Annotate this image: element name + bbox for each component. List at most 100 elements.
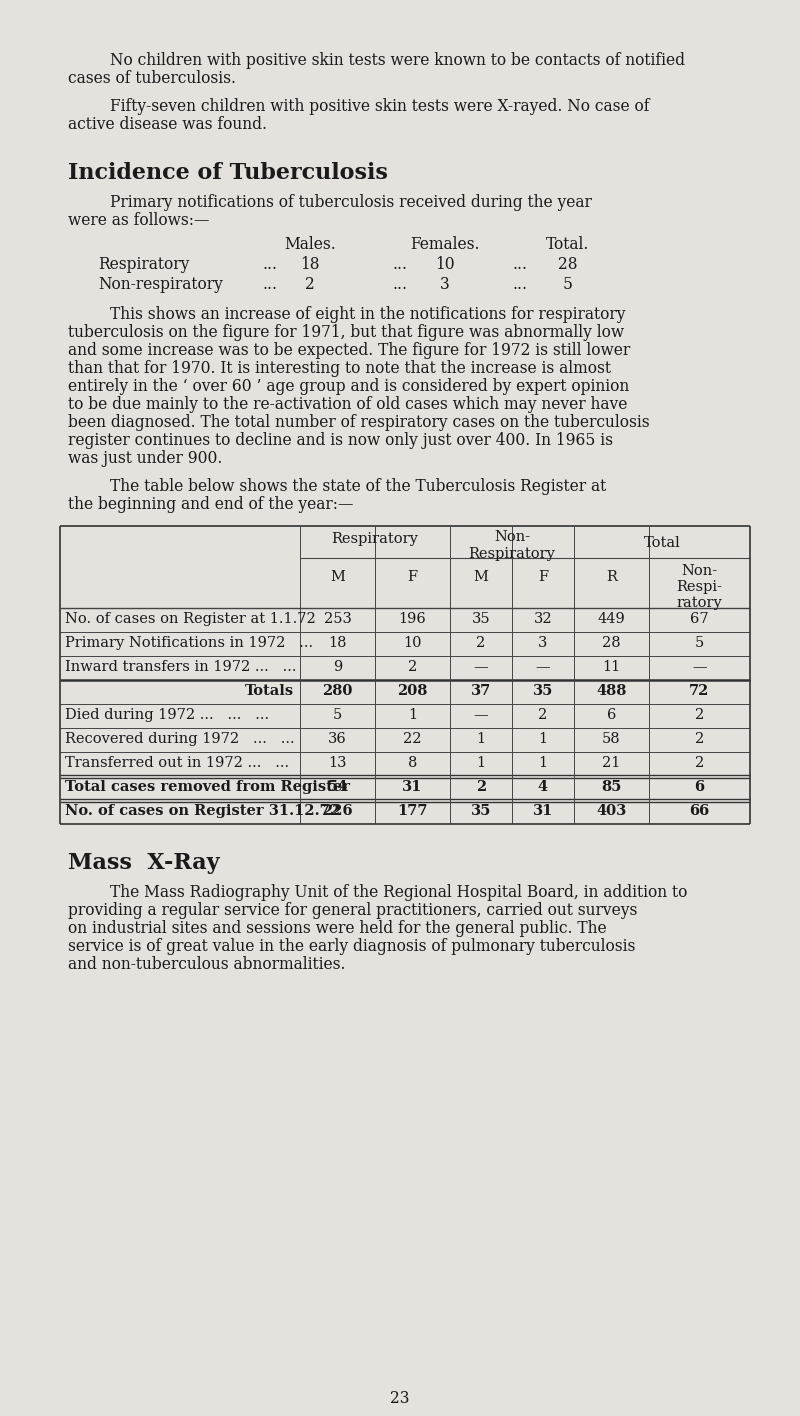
Text: 2: 2 bbox=[476, 780, 486, 794]
Text: ...: ... bbox=[513, 256, 527, 273]
Text: Respiratory: Respiratory bbox=[331, 532, 418, 547]
Text: 35: 35 bbox=[471, 804, 491, 818]
Text: Totals: Totals bbox=[245, 684, 294, 698]
Text: Females.: Females. bbox=[410, 236, 480, 253]
Text: Recovered during 1972   ...   ...: Recovered during 1972 ... ... bbox=[65, 732, 294, 746]
Text: 54: 54 bbox=[327, 780, 348, 794]
Text: Total: Total bbox=[644, 537, 680, 549]
Text: Non-
Respiratory: Non- Respiratory bbox=[469, 530, 555, 561]
Text: M: M bbox=[330, 571, 345, 583]
Text: 28: 28 bbox=[602, 636, 621, 650]
Text: 1: 1 bbox=[477, 756, 486, 770]
Text: Primary notifications of tuberculosis received during the year: Primary notifications of tuberculosis re… bbox=[110, 194, 592, 211]
Text: 5: 5 bbox=[333, 708, 342, 722]
Text: 488: 488 bbox=[596, 684, 626, 698]
Text: Primary Notifications in 1972   ...: Primary Notifications in 1972 ... bbox=[65, 636, 313, 650]
Text: 10: 10 bbox=[435, 256, 455, 273]
Text: 85: 85 bbox=[602, 780, 622, 794]
Text: 4: 4 bbox=[538, 780, 548, 794]
Text: 11: 11 bbox=[602, 660, 621, 674]
Text: 18: 18 bbox=[328, 636, 346, 650]
Text: 1: 1 bbox=[408, 708, 417, 722]
Text: and some increase was to be expected. The figure for 1972 is still lower: and some increase was to be expected. Th… bbox=[68, 343, 630, 360]
Text: 28: 28 bbox=[558, 256, 578, 273]
Text: 58: 58 bbox=[602, 732, 621, 746]
Text: 35: 35 bbox=[533, 684, 553, 698]
Text: 13: 13 bbox=[328, 756, 346, 770]
Text: F: F bbox=[407, 571, 418, 583]
Text: 23: 23 bbox=[390, 1391, 410, 1408]
Text: 9: 9 bbox=[333, 660, 342, 674]
Text: 8: 8 bbox=[408, 756, 417, 770]
Text: ...: ... bbox=[393, 256, 407, 273]
Text: were as follows:—: were as follows:— bbox=[68, 212, 210, 229]
Text: 5: 5 bbox=[563, 276, 573, 293]
Text: ...: ... bbox=[262, 276, 278, 293]
Text: 31: 31 bbox=[402, 780, 422, 794]
Text: 1: 1 bbox=[538, 732, 547, 746]
Text: 196: 196 bbox=[398, 612, 426, 626]
Text: was just under 900.: was just under 900. bbox=[68, 450, 222, 467]
Text: M: M bbox=[474, 571, 489, 583]
Text: —: — bbox=[536, 660, 550, 674]
Text: 10: 10 bbox=[403, 636, 422, 650]
Text: 6: 6 bbox=[607, 708, 616, 722]
Text: providing a regular service for general practitioners, carried out surveys: providing a regular service for general … bbox=[68, 902, 638, 919]
Text: 2: 2 bbox=[538, 708, 548, 722]
Text: 226: 226 bbox=[322, 804, 353, 818]
Text: 18: 18 bbox=[300, 256, 320, 273]
Text: 2: 2 bbox=[695, 756, 704, 770]
Text: F: F bbox=[538, 571, 548, 583]
Text: Transferred out in 1972 ...   ...: Transferred out in 1972 ... ... bbox=[65, 756, 289, 770]
Text: The Mass Radiography Unit of the Regional Hospital Board, in addition to: The Mass Radiography Unit of the Regiona… bbox=[110, 884, 687, 901]
Text: tuberculosis on the figure for 1971, but that figure was abnormally low: tuberculosis on the figure for 1971, but… bbox=[68, 324, 624, 341]
Text: Respiratory: Respiratory bbox=[98, 256, 190, 273]
Text: —: — bbox=[474, 660, 488, 674]
Text: No. of cases on Register at 1.1.72: No. of cases on Register at 1.1.72 bbox=[65, 612, 316, 626]
Text: 36: 36 bbox=[328, 732, 347, 746]
Text: 22: 22 bbox=[403, 732, 422, 746]
Text: on industrial sites and sessions were held for the general public. The: on industrial sites and sessions were he… bbox=[68, 920, 606, 937]
Text: 72: 72 bbox=[690, 684, 710, 698]
Text: 253: 253 bbox=[323, 612, 351, 626]
Text: entirely in the ‘ over 60 ’ age group and is considered by expert opinion: entirely in the ‘ over 60 ’ age group an… bbox=[68, 378, 630, 395]
Text: been diagnosed. The total number of respiratory cases on the tuberculosis: been diagnosed. The total number of resp… bbox=[68, 413, 650, 430]
Text: 403: 403 bbox=[596, 804, 626, 818]
Text: 177: 177 bbox=[398, 804, 428, 818]
Text: 208: 208 bbox=[398, 684, 428, 698]
Text: 280: 280 bbox=[322, 684, 353, 698]
Text: No children with positive skin tests were known to be contacts of notified: No children with positive skin tests wer… bbox=[110, 52, 685, 69]
Text: Fifty-seven children with positive skin tests were X-rayed. No case of: Fifty-seven children with positive skin … bbox=[110, 98, 650, 115]
Text: This shows an increase of eight in the notifications for respiratory: This shows an increase of eight in the n… bbox=[110, 306, 626, 323]
Text: the beginning and end of the year:—: the beginning and end of the year:— bbox=[68, 496, 354, 513]
Text: ...: ... bbox=[513, 276, 527, 293]
Text: 32: 32 bbox=[534, 612, 552, 626]
Text: 5: 5 bbox=[695, 636, 704, 650]
Text: 66: 66 bbox=[690, 804, 710, 818]
Text: 2: 2 bbox=[408, 660, 417, 674]
Text: Incidence of Tuberculosis: Incidence of Tuberculosis bbox=[68, 161, 388, 184]
Text: —: — bbox=[692, 660, 707, 674]
Text: Males.: Males. bbox=[284, 236, 336, 253]
Text: 2: 2 bbox=[305, 276, 315, 293]
Text: service is of great value in the early diagnosis of pulmonary tuberculosis: service is of great value in the early d… bbox=[68, 937, 635, 954]
Text: Mass  X-Ray: Mass X-Ray bbox=[68, 852, 220, 874]
Text: Total cases removed from Register: Total cases removed from Register bbox=[65, 780, 350, 794]
Text: 35: 35 bbox=[472, 612, 490, 626]
Text: cases of tuberculosis.: cases of tuberculosis. bbox=[68, 69, 236, 86]
Text: Died during 1972 ...   ...   ...: Died during 1972 ... ... ... bbox=[65, 708, 269, 722]
Text: 3: 3 bbox=[440, 276, 450, 293]
Text: Inward transfers in 1972 ...   ...: Inward transfers in 1972 ... ... bbox=[65, 660, 297, 674]
Text: to be due mainly to the re-activation of old cases which may never have: to be due mainly to the re-activation of… bbox=[68, 396, 627, 413]
Text: The table below shows the state of the Tuberculosis Register at: The table below shows the state of the T… bbox=[110, 479, 606, 496]
Text: R: R bbox=[606, 571, 617, 583]
Text: 2: 2 bbox=[695, 708, 704, 722]
Text: register continues to decline and is now only just over 400. In 1965 is: register continues to decline and is now… bbox=[68, 432, 613, 449]
Text: Non-respiratory: Non-respiratory bbox=[98, 276, 223, 293]
Text: Total.: Total. bbox=[546, 236, 590, 253]
Text: Non-
Respi-
ratory: Non- Respi- ratory bbox=[677, 564, 722, 610]
Text: 6: 6 bbox=[694, 780, 705, 794]
Text: 1: 1 bbox=[477, 732, 486, 746]
Text: No. of cases on Register 31.12.72: No. of cases on Register 31.12.72 bbox=[65, 804, 340, 818]
Text: 449: 449 bbox=[598, 612, 626, 626]
